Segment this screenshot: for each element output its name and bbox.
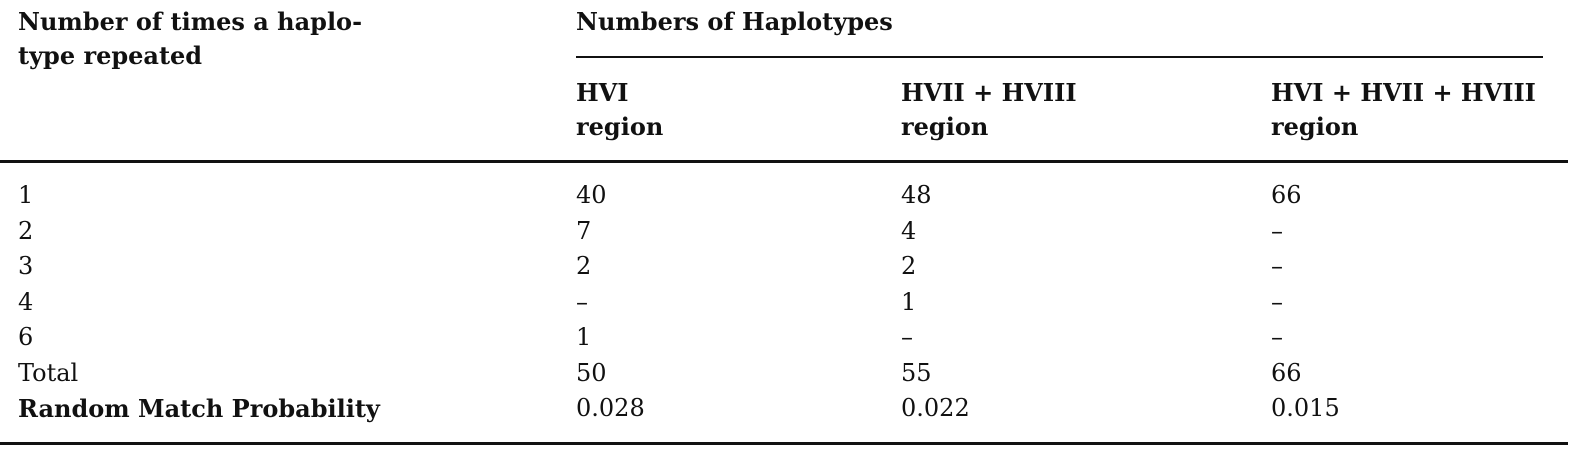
row-label: 6 [18,323,34,351]
table-row: 3 2 2 – [0,249,1568,284]
cell-hvii-hviii: 1 [901,288,917,316]
row-label: Random Match Probability [18,394,380,423]
cell-hvii-hviii: 0.022 [901,394,970,422]
table-row-total: Total 50 55 66 [0,356,1568,391]
cell-hvi: – [576,288,588,316]
cell-hvi: 40 [576,181,607,209]
cell-hvii-hviii: 2 [901,252,917,280]
row-label: 2 [18,217,34,245]
cell-hvi-hvii-hviii: – [1271,252,1283,280]
column-header-hvi-line1: HVI [576,78,629,107]
cell-hvii-hviii: – [901,323,913,351]
cell-hvi: 50 [576,359,607,387]
row-header-line1: Number of times a haplo- [18,7,363,36]
column-header-hvi-line2: region [576,112,664,141]
row-header-line2: type repeated [18,41,203,70]
table-row: 1 40 48 66 [0,178,1568,213]
row-label: 4 [18,288,34,316]
cell-hvii-hviii: 48 [901,181,932,209]
header-bottom-rule [0,160,1568,163]
table-row: 2 7 4 – [0,214,1568,249]
cell-hvi: 7 [576,217,592,245]
column-header-hvi-hvii-hviii-line1: HVI + HVII + HVIII [1271,78,1536,107]
cell-hvi-hvii-hviii: – [1271,217,1283,245]
table-bottom-rule [0,442,1568,445]
cell-hvi: 2 [576,252,592,280]
column-header-hvii-hviii-line1: HVII + HVIII [901,78,1077,107]
column-header-hvii-hviii-line2: region [901,112,989,141]
cell-hvi-hvii-hviii: 66 [1271,181,1302,209]
cell-hvi: 0.028 [576,394,645,422]
cell-hvii-hviii: 55 [901,359,932,387]
row-label: Total [18,359,79,387]
table-row-random-match-probability: Random Match Probability 0.028 0.022 0.0… [0,391,1568,426]
cell-hvi-hvii-hviii: – [1271,288,1283,316]
row-label: 1 [18,181,34,209]
table-row: 6 1 – – [0,320,1568,355]
cell-hvi-hvii-hviii: 0.015 [1271,394,1340,422]
row-label: 3 [18,252,34,280]
group-header-rule [576,56,1543,58]
cell-hvi: 1 [576,323,592,351]
cell-hvi-hvii-hviii: – [1271,323,1283,351]
group-header: Numbers of Haplotypes [576,7,893,36]
table-row: 4 – 1 – [0,285,1568,320]
cell-hvii-hviii: 4 [901,217,917,245]
cell-hvi-hvii-hviii: 66 [1271,359,1302,387]
column-header-hvi-hvii-hviii-line2: region [1271,112,1359,141]
